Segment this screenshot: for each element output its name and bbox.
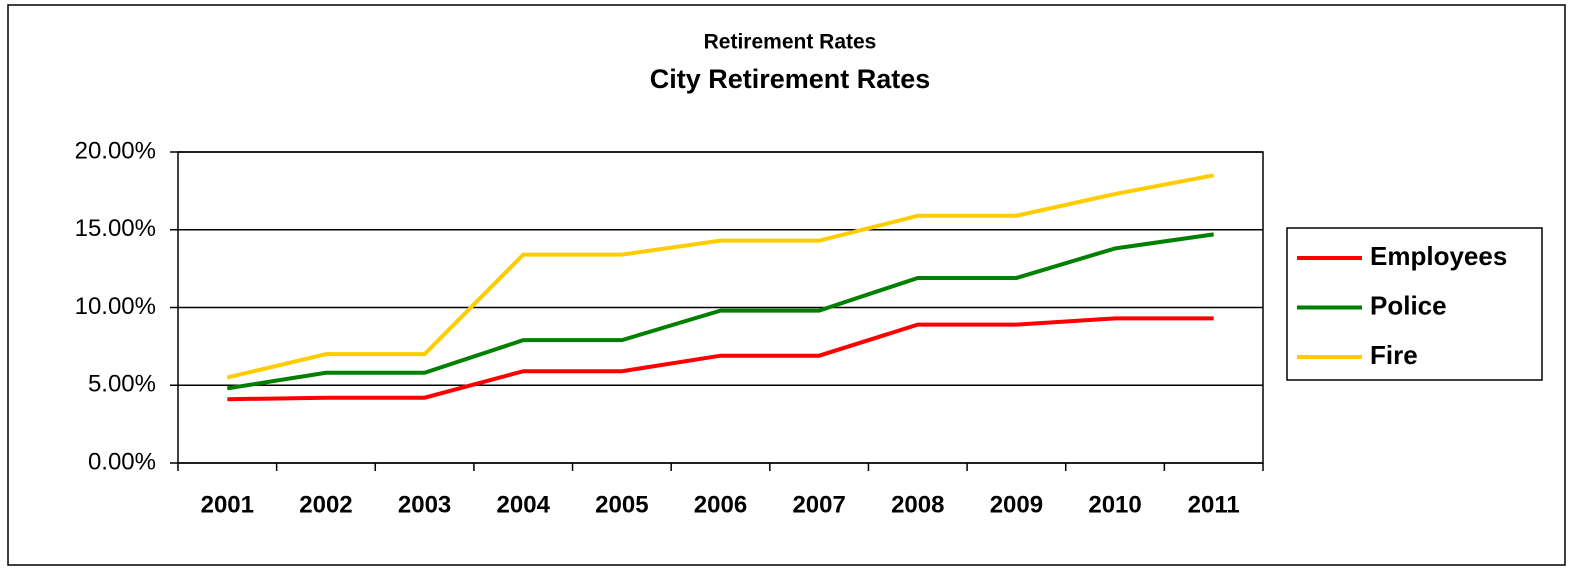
x-tick-label: 2003	[398, 491, 451, 518]
x-tick-label: 2001	[201, 491, 254, 518]
chart-subtitle: City Retirement Rates	[650, 64, 931, 94]
x-tick-label: 2008	[891, 491, 944, 518]
legend-label: Fire	[1370, 340, 1418, 370]
series-line	[227, 316, 1214, 402]
x-tick-label: 2004	[497, 491, 551, 518]
x-tick-label: 2009	[990, 491, 1043, 518]
y-tick-label: 5.00%	[88, 371, 156, 398]
x-tick-label: 2002	[299, 491, 352, 518]
legend-label: Police	[1370, 290, 1447, 320]
y-tick-label: 15.00%	[75, 215, 156, 242]
y-tick-label: 20.00%	[75, 137, 156, 164]
x-tick-label: 2005	[595, 491, 648, 518]
series-line	[226, 173, 1215, 380]
legend-box	[1286, 227, 1543, 381]
x-tick-label: 2011	[1188, 491, 1240, 518]
y-tick-label: 10.00%	[75, 293, 156, 320]
chart-title: Retirement Rates	[704, 31, 877, 54]
x-tick-label: 2007	[792, 491, 845, 518]
x-tick-label: 2010	[1088, 491, 1141, 518]
x-tick-label: 2006	[694, 491, 747, 518]
series-line	[227, 232, 1214, 391]
legend-label: Employees	[1370, 241, 1507, 271]
y-tick-label: 0.00%	[88, 448, 156, 475]
